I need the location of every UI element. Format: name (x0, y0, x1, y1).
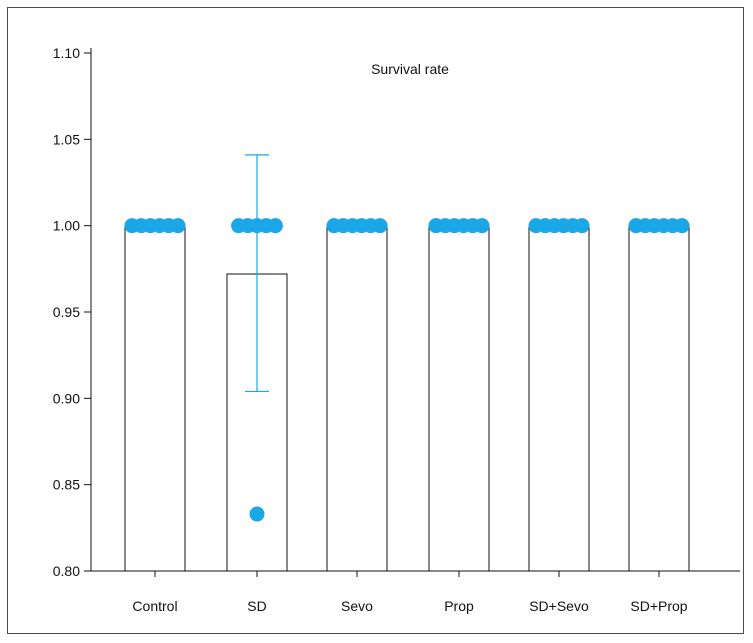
y-tick-label: 1.10 (53, 45, 80, 61)
y-tick-label: 0.80 (53, 563, 80, 579)
data-point (574, 218, 590, 234)
bar-control (124, 225, 186, 572)
y-tick-label: 0.90 (53, 390, 80, 406)
x-tick-label: Control (132, 598, 177, 614)
y-tick-label: 1.00 (53, 218, 80, 234)
chart-title: Survival rate (371, 61, 449, 77)
bar-prop (428, 225, 490, 572)
bar-sevo (326, 225, 388, 572)
data-point (249, 506, 265, 522)
y-tick-label: 1.05 (53, 131, 80, 147)
y-axis-ticks: 0.80 0.85 0.90 0.95 1.00 1.05 1.10 (53, 45, 91, 579)
data-point (474, 218, 490, 234)
data-point (674, 218, 690, 234)
bar-sd-sevo (528, 225, 590, 572)
bars (124, 225, 690, 572)
x-axis-labels: Control SD Sevo Prop SD+Sevo SD+Prop (132, 571, 688, 614)
data-point (170, 218, 186, 234)
x-tick-label: SD+Sevo (529, 598, 589, 614)
x-tick-label: Prop (444, 598, 474, 614)
y-tick-label: 0.85 (53, 477, 80, 493)
data-point (372, 218, 388, 234)
bar-sd-prop (628, 225, 690, 572)
x-tick-label: SD+Prop (630, 598, 687, 614)
x-tick-label: Sevo (341, 598, 373, 614)
data-point (267, 218, 283, 234)
y-tick-label: 0.95 (53, 304, 80, 320)
error-bars (245, 154, 269, 393)
data-points (124, 218, 690, 522)
x-tick-label: SD (247, 598, 266, 614)
